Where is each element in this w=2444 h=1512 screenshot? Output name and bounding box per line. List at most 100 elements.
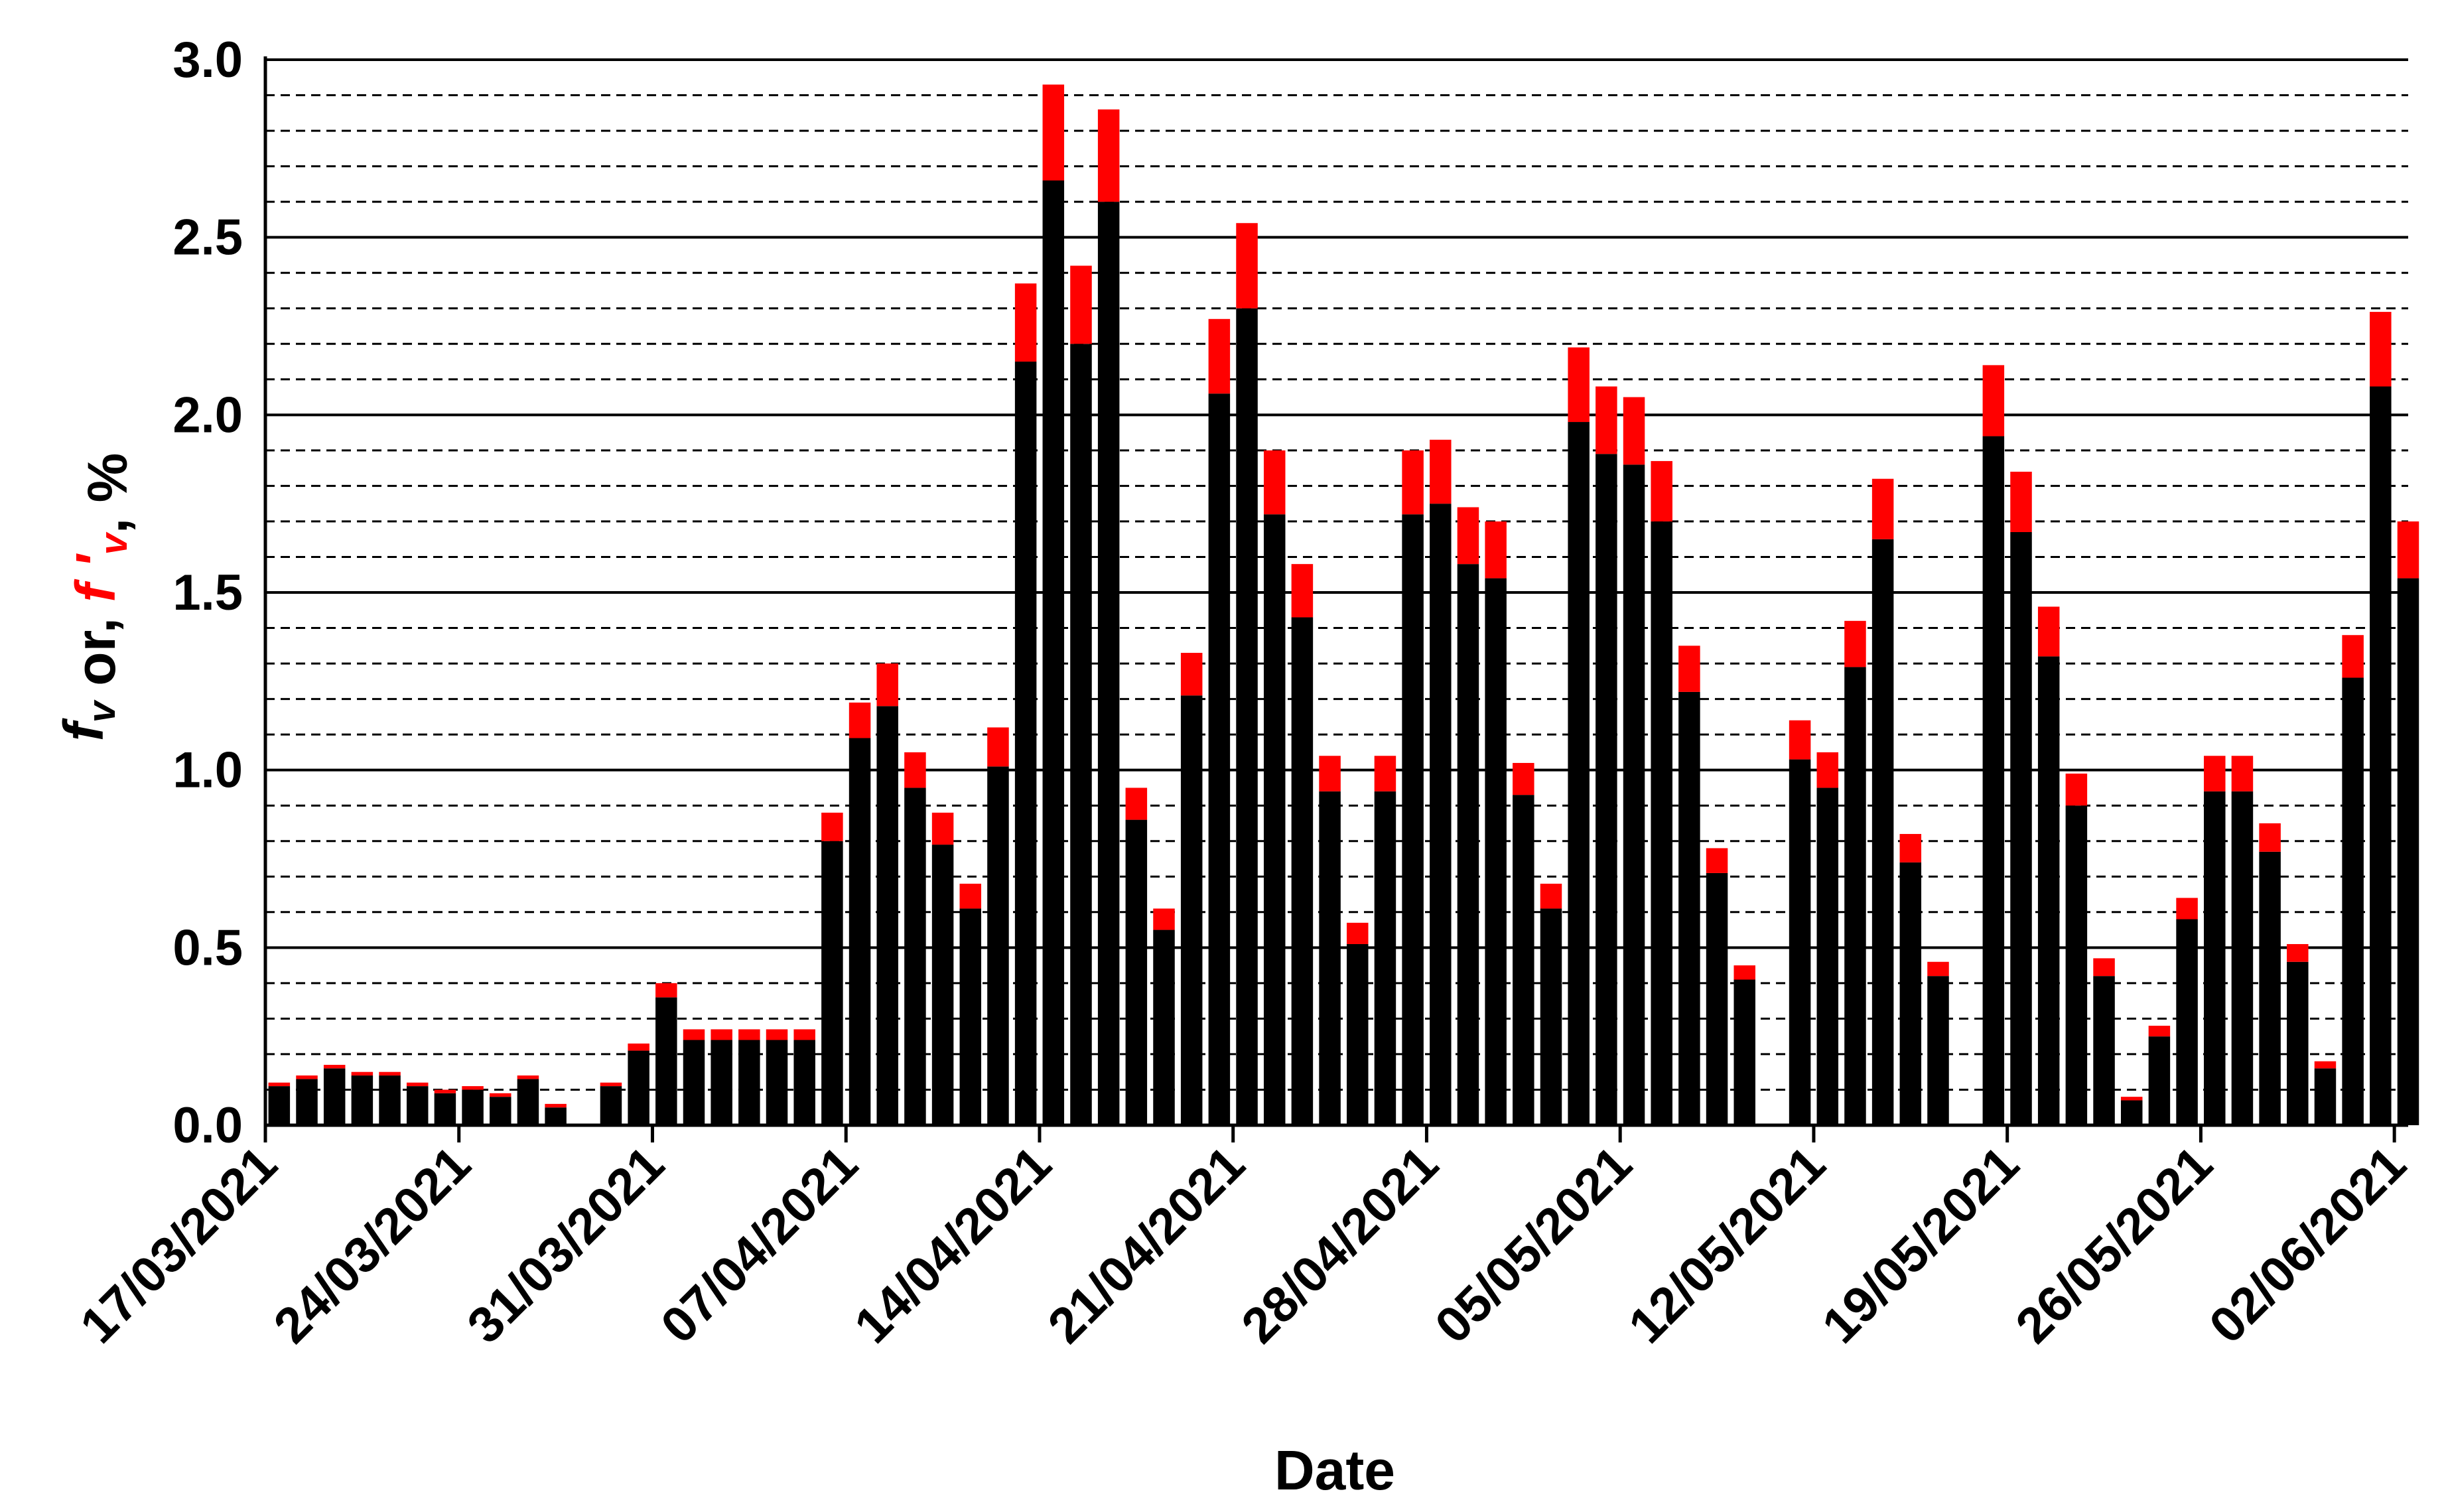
bar-fv-prime-increment: [1927, 961, 1949, 977]
bar-fv: [1595, 454, 1617, 1125]
bar-fv: [2259, 851, 2281, 1125]
bar-fv-prime-increment: [1678, 646, 1700, 692]
bar-fv-prime-increment: [1070, 265, 1092, 344]
bar-fv-prime-increment: [1899, 834, 1922, 862]
bar-fv-prime-increment: [2314, 1061, 2337, 1069]
y-tick-labels: 0.0 0.5 1.0 1.5 2.0 2.5 3.0: [172, 32, 243, 1154]
bar-fv-prime-increment: [2342, 635, 2364, 678]
y-label-part: f ': [64, 553, 127, 602]
x-tick-label: 24/03/2021: [263, 1136, 482, 1354]
bar-fv: [1347, 943, 1369, 1125]
bar-fv: [683, 1040, 705, 1125]
bar-fv-prime-increment: [2204, 756, 2226, 791]
y-label-subscript: v: [92, 531, 135, 555]
y-tick-label: 1.0: [172, 742, 243, 799]
bar-fv-prime-increment: [1430, 439, 1452, 504]
bar-fv-prime-increment: [1014, 283, 1037, 362]
bar-fv: [490, 1097, 511, 1125]
bar-fv: [1430, 504, 1452, 1125]
bar-fv: [1319, 791, 1341, 1125]
bar-fv-prime-increment: [1374, 756, 1396, 791]
x-tick-labels: 17/03/202124/03/202131/03/202107/04/2021…: [70, 1136, 2417, 1354]
bar-fv-prime-increment: [1816, 752, 1839, 788]
bar-fv-prime-increment: [1208, 318, 1231, 394]
bar-fv: [1374, 791, 1396, 1125]
bar-fv: [1042, 180, 1065, 1126]
bar-fv: [1568, 422, 1590, 1125]
bar-fv-prime-increment: [462, 1086, 484, 1090]
x-tick-label: 05/05/2021: [1424, 1136, 1643, 1354]
bar-fv-prime-increment: [683, 1029, 705, 1040]
bars: [268, 84, 2419, 1126]
bar-fv: [931, 845, 954, 1125]
bar-fv-prime-increment: [1789, 720, 1811, 760]
bar-fv: [1651, 521, 1672, 1125]
bar-fv-prime-increment: [406, 1082, 429, 1087]
bar-fv: [1236, 308, 1258, 1125]
bar-fv-prime-increment: [1291, 564, 1314, 618]
bar-fv: [1208, 393, 1231, 1125]
bar-fv: [1291, 617, 1314, 1125]
y-tick-label: 2.0: [172, 387, 243, 443]
bar-fv-prime-increment: [766, 1029, 788, 1040]
bar-fv-prime-increment: [296, 1075, 318, 1079]
bar-fv-prime-increment: [2093, 958, 2115, 977]
bar-fv: [1706, 872, 1728, 1125]
x-axis-label: Date: [1274, 1439, 1395, 1501]
bar-fv: [1014, 362, 1037, 1125]
bar-fv: [2342, 677, 2364, 1125]
bar-fv-prime-increment: [2176, 898, 2198, 920]
bar-fv: [1070, 344, 1092, 1126]
bar-fv-prime-increment: [793, 1029, 815, 1040]
bar-fv: [2065, 805, 2088, 1125]
bar-fv-prime-increment: [2231, 756, 2254, 791]
x-tick-label: 17/03/2021: [70, 1136, 288, 1354]
bar-fv-prime-increment: [738, 1029, 760, 1040]
bar-fv-prime-increment: [1540, 883, 1562, 909]
y-tick-label: 1.5: [172, 565, 243, 621]
bar-fv-prime-increment: [904, 752, 926, 788]
y-label-subscript: v: [80, 699, 123, 722]
bar-fv-prime-increment: [1623, 397, 1645, 465]
bar-fv-prime-increment: [628, 1043, 649, 1051]
bar-fv-prime-increment: [600, 1082, 622, 1087]
bar-fv-prime-increment: [2259, 823, 2281, 852]
bar-fv-prime-increment: [1595, 386, 1617, 454]
bar-fv: [876, 706, 898, 1125]
bar-fv: [2397, 578, 2419, 1125]
bar-fv-prime-increment: [1457, 507, 1479, 565]
bar-fv-prime-increment: [711, 1029, 732, 1040]
x-tick-label: 12/05/2021: [1618, 1136, 1836, 1354]
bar-fv: [462, 1089, 484, 1125]
y-tick-label: 0.0: [172, 1097, 243, 1154]
bar-fv-prime-increment: [2010, 471, 2032, 532]
bar-fv-prime-increment: [1844, 620, 1866, 667]
bar-fv-prime-increment: [1485, 521, 1507, 579]
y-label-part: , %: [76, 453, 139, 533]
bar-fv: [1485, 578, 1507, 1125]
bar-fv-prime-increment: [490, 1093, 511, 1097]
bar-fv: [406, 1086, 429, 1125]
bar-fv-prime-increment: [1871, 478, 1894, 539]
bar-fv-prime-increment: [1402, 450, 1424, 515]
bar-fv: [1402, 514, 1424, 1125]
bar-fv: [2037, 656, 2060, 1125]
bar-fv: [2204, 791, 2226, 1125]
bar-fv: [1816, 788, 1839, 1125]
bar-fv-prime-increment: [1125, 788, 1148, 820]
bar-fv: [545, 1107, 567, 1125]
bar-fv: [434, 1093, 456, 1125]
y-tick-label: 2.5: [172, 210, 243, 266]
bar-fv-prime-increment: [2120, 1097, 2143, 1101]
bar-fv-prime-increment: [1568, 347, 1590, 423]
bar-fv: [351, 1075, 373, 1125]
bar-fv-prime-increment: [434, 1089, 456, 1093]
bar-fv: [2120, 1100, 2143, 1125]
bar-fv-prime-increment: [959, 883, 982, 909]
bar-fv-prime-increment: [1733, 965, 1755, 980]
x-tick-label: 28/04/2021: [1231, 1136, 1449, 1354]
bar-fv-prime-increment: [1097, 109, 1120, 202]
bar-fv-prime-increment: [2397, 521, 2419, 579]
x-tick-label: 07/04/2021: [650, 1136, 868, 1354]
